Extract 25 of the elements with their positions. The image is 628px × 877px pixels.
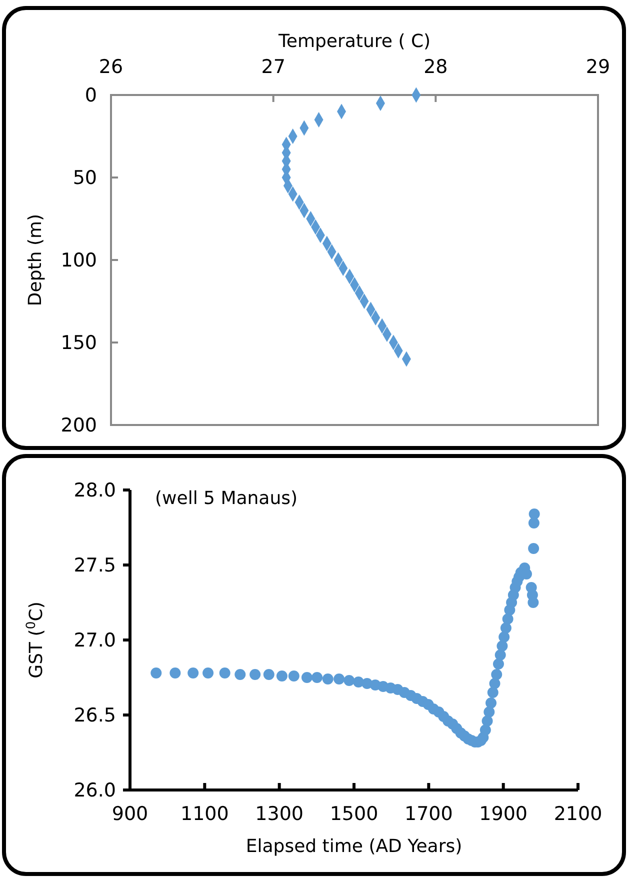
x-tick-label: 28 <box>424 56 448 78</box>
y-tick-label: 0 <box>84 84 97 107</box>
x-tick-label: 900 <box>112 803 148 825</box>
x-tick-label: 1900 <box>479 803 528 825</box>
x-axis-title: Elapsed time (AD Years) <box>246 836 462 857</box>
x-axis-title: Temperature ( C) <box>277 31 431 52</box>
y-tick-label: 150 <box>60 332 97 354</box>
x-tick-label: 27 <box>261 56 286 78</box>
x-tick-label: 1300 <box>255 803 304 825</box>
x-tick-label: 1500 <box>330 803 378 825</box>
x-tick-label: 1100 <box>180 803 229 825</box>
x-tick-label: 29 <box>586 56 610 78</box>
y-tick-label: 100 <box>60 250 97 272</box>
y-tick-label: 27.5 <box>74 554 116 577</box>
y-axis-title: Depth (m) <box>25 214 46 306</box>
x-tick-label: 2100 <box>554 803 602 825</box>
y-tick-label: 27.0 <box>74 630 116 652</box>
y-tick-label: 26.5 <box>74 704 116 727</box>
y-tick-label: 28.0 <box>74 480 116 502</box>
annotation: (well 5 Manaus) <box>155 488 298 509</box>
x-tick-label: 1700 <box>404 803 453 825</box>
y-tick-label: 200 <box>60 414 97 437</box>
y-tick-label: 26.0 <box>74 780 116 802</box>
y-tick-label: 50 <box>72 167 97 190</box>
x-tick-label: 26 <box>98 56 124 78</box>
